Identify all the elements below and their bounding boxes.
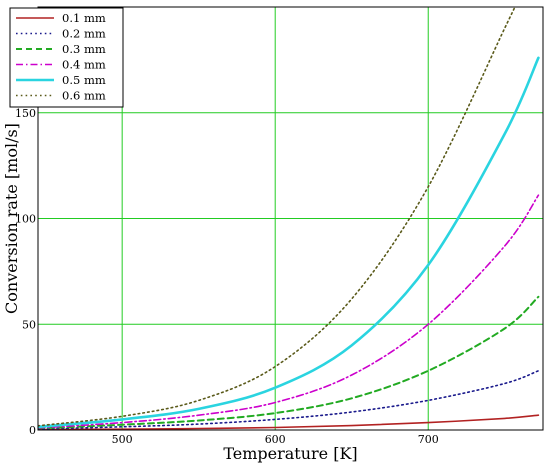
legend-label: 0.1 mm — [62, 11, 106, 25]
series-line-5 — [38, 56, 540, 429]
series-line-3 — [38, 295, 540, 430]
series-line-4 — [38, 194, 540, 429]
grid — [38, 7, 543, 430]
x-tick-label: 600 — [265, 433, 286, 446]
y-tick-label: 0 — [29, 424, 36, 437]
legend-label: 0.2 mm — [62, 27, 106, 41]
legend-label: 0.5 mm — [62, 73, 106, 87]
y-tick-label: 150 — [15, 107, 36, 120]
x-tick-label: 500 — [112, 433, 133, 446]
series-line-2 — [38, 370, 540, 430]
y-axis-label: Conversion rate [mol/s] — [2, 123, 21, 314]
series-line-1 — [38, 414, 540, 430]
plot-frame — [37, 6, 544, 431]
legend-box — [9, 7, 124, 108]
series-layer — [38, 7, 540, 430]
y-tick-label: 50 — [22, 318, 36, 331]
tick-labels: 500 600 700 0 50 100 150 — [15, 107, 439, 446]
legend-label: 0.3 mm — [62, 42, 106, 56]
x-axis-label: Temperature [K] — [223, 444, 357, 463]
x-tick-label: 700 — [418, 433, 439, 446]
legend: 0.1 mm 0.2 mm0.3 mm 0.4 mm0.5 mm 0.6 mm — [9, 7, 124, 108]
y-tick-label: 100 — [15, 213, 36, 226]
series-line-6 — [38, 7, 515, 427]
legend-label: 0.4 mm — [62, 58, 106, 72]
legend-label: 0.6 mm — [62, 89, 106, 103]
